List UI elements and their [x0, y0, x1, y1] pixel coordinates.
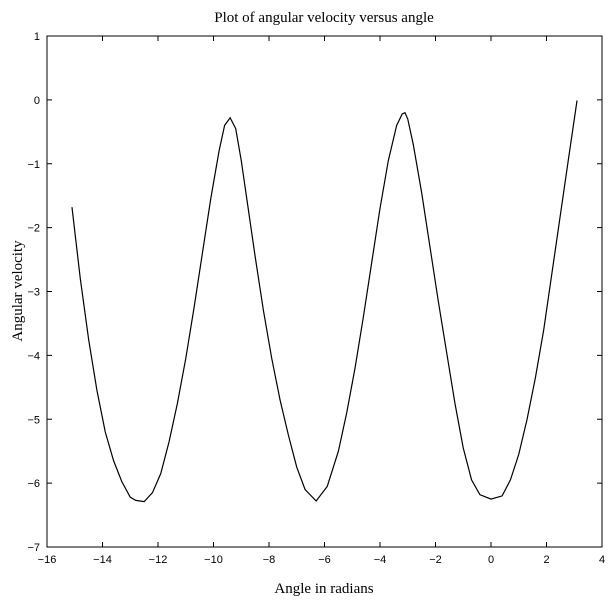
x-tick-label: 0: [488, 554, 494, 566]
y-tick-label: 1: [34, 31, 40, 43]
x-tick-label: −4: [374, 554, 387, 566]
y-tick-label: −5: [27, 414, 40, 426]
y-tick-label: −4: [27, 350, 40, 362]
x-tick-label: −10: [204, 554, 223, 566]
y-tick-label: −1: [27, 159, 40, 171]
x-tick-label: −12: [149, 554, 168, 566]
x-tick-label: 2: [543, 554, 549, 566]
series-line-angular-velocity: [71, 100, 578, 503]
y-axis: −7 −6 −5 −4 −3 −2 −1 0 1: [27, 31, 602, 554]
x-axis-label: Angle in radians: [274, 581, 373, 597]
y-tick-label: −2: [27, 223, 40, 235]
y-tick-label: 0: [34, 95, 40, 107]
y-axis-label: Angular velocity: [10, 240, 26, 342]
y-tick-label: −3: [27, 287, 40, 299]
x-tick-label: −14: [93, 554, 112, 566]
x-tick-label: −2: [429, 554, 442, 566]
x-axis: −16 −14 −12 −10 −8 −6 −4 −2 0 2 4: [38, 36, 605, 566]
plot-frame: [46, 35, 603, 548]
x-tick-label: −16: [38, 554, 57, 566]
y-tick-label: −7: [27, 542, 40, 554]
x-tick-label: −6: [318, 554, 331, 566]
x-tick-label: −8: [263, 554, 276, 566]
y-tick-label: −6: [27, 478, 40, 490]
x-tick-label: 4: [599, 554, 605, 566]
chart-title: Plot of angular velocity versus angle: [214, 10, 434, 26]
